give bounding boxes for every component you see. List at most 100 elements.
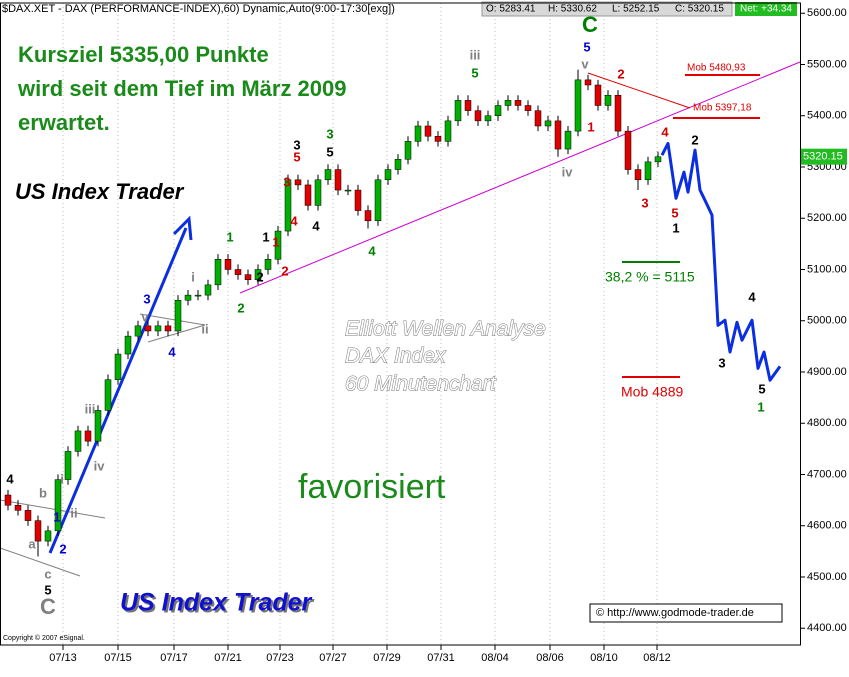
status: favorisiert [298, 468, 446, 506]
candle-body [284, 179, 292, 232]
y-tick-label: 4900.00 [807, 366, 847, 378]
price-marks [4, 69, 782, 557]
quote-high: H: 5330.62 [548, 4, 597, 15]
wave-label: 5 [583, 39, 590, 54]
headline: Kursziel 5335,00 Punkte [18, 42, 269, 67]
candle-body [224, 258, 232, 270]
candle-body [414, 125, 422, 142]
wave-label: 3 [293, 137, 300, 152]
analysis-text: Elliott Wellen Analyse [345, 318, 546, 341]
last-price-tag [801, 148, 847, 165]
wave-label: 5 [758, 381, 765, 396]
candle-body [454, 100, 462, 122]
x-tick-label: 08/10 [590, 652, 618, 664]
wave-label: 4 [368, 243, 376, 258]
candle-body [234, 269, 242, 275]
x-tick-label: 07/13 [49, 652, 77, 664]
wave-label: 1 [672, 220, 679, 235]
candle-body [584, 79, 592, 86]
candle-body [254, 269, 262, 280]
candle-body [304, 184, 312, 206]
candle-body [494, 105, 502, 116]
wave-label: i [191, 269, 195, 284]
triangle-line [147, 324, 206, 343]
analysis-text: 60 Minutenchart [345, 373, 497, 396]
candle-body [64, 451, 72, 480]
wave-label: 3 [143, 291, 150, 306]
x-tick-label: 08/04 [481, 652, 509, 664]
candle-body [404, 141, 412, 160]
wave-label: 2 [256, 269, 263, 284]
candle-body [264, 258, 272, 270]
wave-label: 4 [661, 124, 669, 139]
x-tick-label: 08/06 [536, 652, 564, 664]
candle-body [564, 130, 572, 150]
y-tick-label: 4400.00 [807, 622, 847, 634]
fib-label: 38,2 % = 5115 [605, 269, 695, 285]
mob-label: Mob 5397,18 [693, 103, 752, 114]
wave-label: 5 [44, 582, 51, 597]
wave-label: 5 [671, 205, 678, 220]
analysis-text: DAX Index [345, 345, 447, 368]
candle-body [134, 325, 142, 337]
wave-label: v [141, 309, 149, 324]
y-tick-label: 4600.00 [807, 520, 847, 532]
quote-box [481, 1, 733, 17]
quote-open: O: 5283.41 [486, 4, 536, 15]
wave-label: 4 [290, 213, 298, 228]
candle-body [484, 115, 492, 122]
x-tick-label: 07/27 [319, 652, 347, 664]
candle-body [434, 135, 442, 142]
candle-body [534, 110, 542, 127]
candle-body [314, 179, 322, 206]
net-change: Net: +34.34 [740, 4, 792, 15]
candle-body [194, 294, 202, 297]
mob-label: Mob 4889 [621, 384, 683, 400]
wave-label: ii [201, 321, 208, 336]
candle-body [324, 169, 332, 181]
candle-body [464, 100, 472, 111]
candle-body [364, 210, 372, 222]
wave-label: iv [562, 164, 574, 179]
wave-label: C [40, 594, 56, 619]
projection-line [660, 141, 782, 382]
candle-body [44, 530, 52, 542]
y-tick-label: 5100.00 [807, 263, 847, 275]
wave-label: c [44, 566, 51, 581]
wave-label: 4 [6, 471, 14, 486]
arrow-head [172, 215, 193, 241]
candle-body [624, 130, 632, 170]
wave-label: 2 [691, 132, 698, 147]
candle-body [54, 479, 62, 532]
headline: erwartet. [18, 110, 110, 135]
x-tick-label: 07/29 [373, 652, 401, 664]
y-tick-label: 5200.00 [807, 212, 847, 224]
candle-body [344, 189, 352, 192]
candle-body [214, 258, 222, 286]
candle-body [174, 299, 182, 332]
x-tick-label: 07/15 [104, 652, 132, 664]
last-price-label: 5320.15 [803, 151, 843, 163]
wave-label: 5 [293, 149, 300, 164]
wave-label: 3 [718, 355, 725, 370]
candle-body [334, 169, 342, 191]
y-tick-label: 4700.00 [807, 468, 847, 480]
wave-label: 4 [168, 344, 176, 359]
candle-body [114, 353, 122, 380]
candle-body [244, 274, 252, 280]
candle-body [164, 325, 172, 332]
wave-label: 3 [641, 195, 648, 210]
wave-label: 2 [281, 263, 288, 278]
x-tick-label: 07/17 [160, 652, 188, 664]
x-tick-label: 07/31 [427, 652, 455, 664]
y-tick-label: 5600.00 [807, 7, 847, 19]
candle-body [154, 325, 162, 332]
wave-label: 1 [272, 234, 279, 249]
candle-body [384, 169, 392, 181]
candle-body [544, 120, 552, 127]
x-tick-label: 07/21 [214, 652, 242, 664]
wave-label: C [582, 12, 598, 37]
wave-label: b [39, 485, 47, 500]
